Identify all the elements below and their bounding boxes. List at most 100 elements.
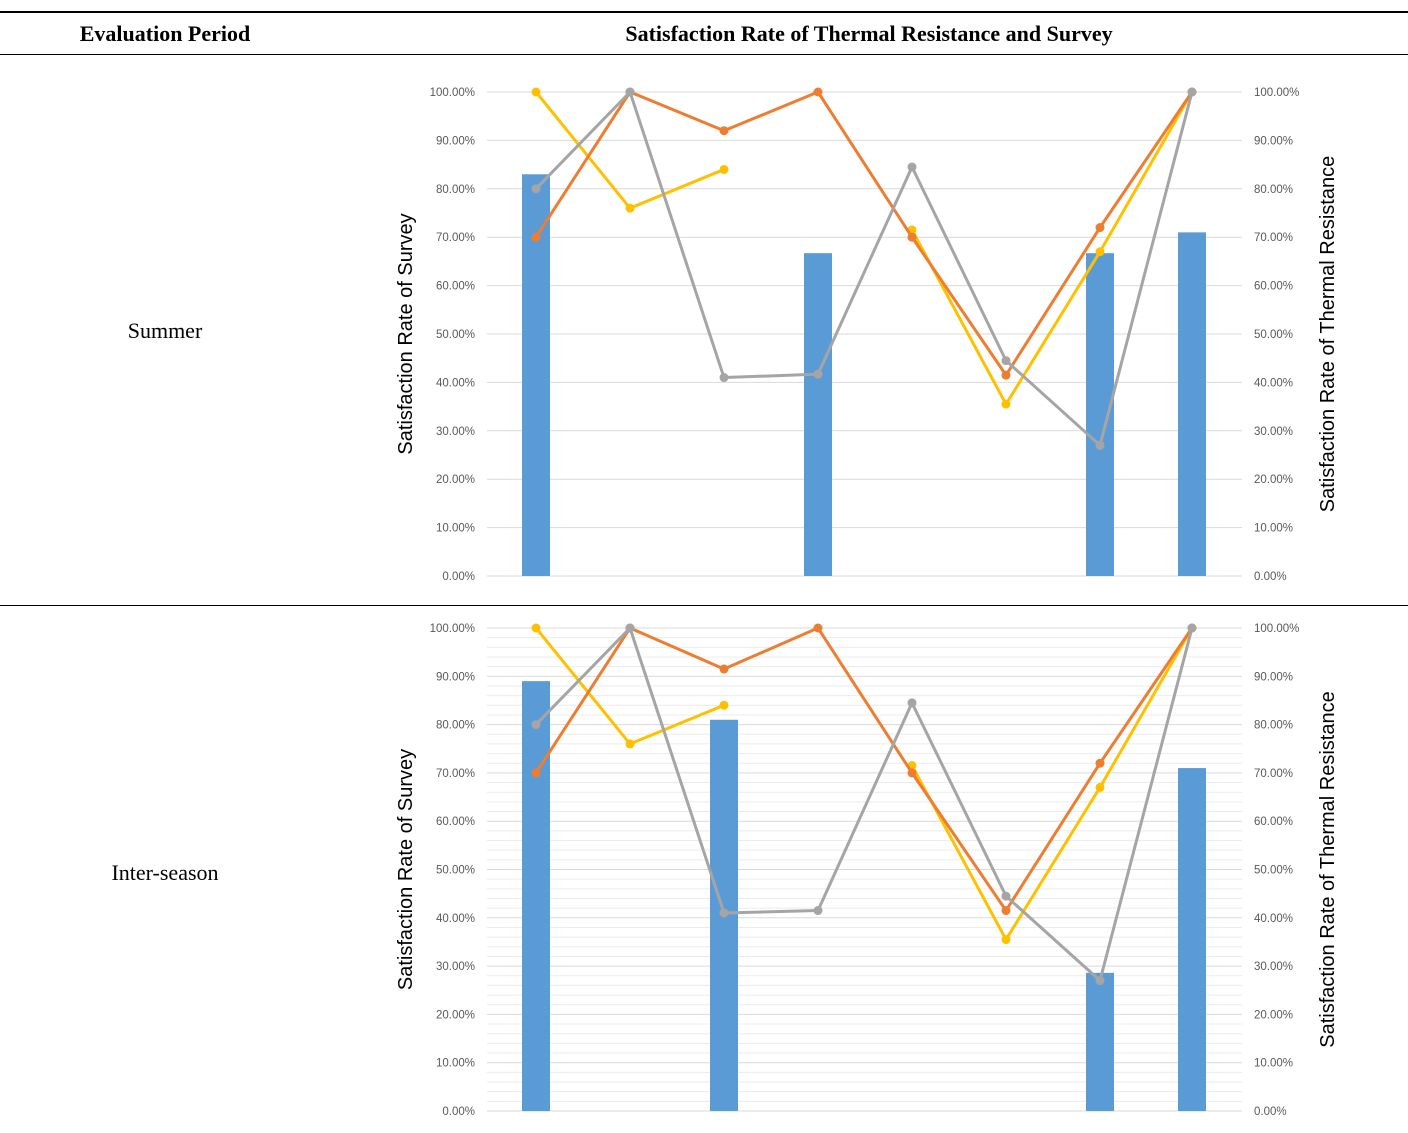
right-tick-label: 10.00% [1254, 523, 1293, 535]
series-point [625, 623, 635, 633]
bar [804, 253, 832, 576]
series-point [907, 768, 917, 778]
series-point [531, 768, 541, 778]
left-tick-label: 60.00% [436, 281, 475, 293]
right-tick-label: 30.00% [1254, 961, 1293, 973]
series-point [531, 232, 541, 242]
left-tick-label: 60.00% [436, 816, 475, 828]
series-point [1095, 247, 1105, 257]
series-point [813, 623, 823, 633]
series-point [813, 87, 823, 97]
right-tick-label: 70.00% [1254, 232, 1293, 244]
right-tick-label: 60.00% [1254, 816, 1293, 828]
inter-season-chart: 0.00% 0.00% 10.00% 10.00% 20.00% 20.00% 30.00%… [395, 623, 1339, 1118]
series-point [531, 87, 541, 97]
left-tick-label: 50.00% [436, 329, 475, 341]
left-tick-label: 40.00% [436, 913, 475, 925]
right-tick-label: 80.00% [1254, 720, 1293, 732]
row-label-inter-season: Inter-season [111, 860, 219, 885]
series-point [719, 164, 729, 174]
series-line [910, 91, 1194, 406]
left-tick-label: 90.00% [436, 671, 475, 683]
header-satisfaction-rate: Satisfaction Rate of Thermal Resistance … [625, 21, 1113, 46]
right-tick-label: 60.00% [1254, 281, 1293, 293]
left-tick-label: 70.00% [436, 768, 475, 780]
series-point [1001, 356, 1011, 366]
row-label-summer: Summer [127, 318, 203, 343]
right-tick-label: 0.00% [1254, 1106, 1287, 1118]
series-point [531, 720, 541, 730]
series-point [1001, 370, 1011, 380]
left-tick-label: 90.00% [436, 135, 475, 147]
right-tick-label: 90.00% [1254, 135, 1293, 147]
series-point [531, 184, 541, 194]
series-point [1001, 935, 1011, 945]
right-tick-label: 90.00% [1254, 671, 1293, 683]
bar [1086, 253, 1114, 576]
left-tick-label: 50.00% [436, 865, 475, 877]
left-tick-label: 0.00% [442, 571, 475, 583]
right-tick-label: 40.00% [1254, 377, 1293, 389]
series-point [813, 369, 823, 379]
left-tick-label: 0.00% [442, 1106, 475, 1118]
series-line [534, 90, 1194, 377]
series-point [719, 700, 729, 710]
table-header-rule [0, 54, 1408, 55]
y-axis-title-left: Satisfaction Rate of Survey [395, 749, 417, 990]
series-point [719, 908, 729, 918]
bar-series [522, 174, 1206, 577]
y-axis-title-left: Satisfaction Rate of Survey [395, 213, 417, 454]
right-tick-label: 20.00% [1254, 1009, 1293, 1021]
bar [1178, 232, 1206, 577]
right-tick-label: 100.00% [1254, 87, 1299, 99]
series-line [534, 91, 725, 210]
left-tick-label: 80.00% [436, 720, 475, 732]
series-point [719, 126, 729, 136]
series-point [1095, 976, 1105, 986]
line-series [531, 87, 1197, 450]
series-point [1187, 87, 1197, 97]
series-point [719, 664, 729, 674]
y-axis-title-right: Satisfaction Rate of Thermal Resistance [1317, 691, 1339, 1047]
series-point [907, 232, 917, 242]
series-point [531, 623, 541, 633]
left-tick-label: 30.00% [436, 426, 475, 438]
series-point [625, 203, 635, 213]
line-series [531, 623, 1197, 945]
right-tick-label: 100.00% [1254, 623, 1299, 635]
right-tick-label: 10.00% [1254, 1058, 1293, 1070]
bar [522, 681, 550, 1111]
left-tick-label: 70.00% [436, 232, 475, 244]
right-tick-label: 40.00% [1254, 913, 1293, 925]
series-point [1001, 891, 1011, 901]
series-point [625, 739, 635, 749]
series-point [1187, 623, 1197, 633]
right-tick-label: 30.00% [1254, 426, 1293, 438]
table-top-rule [0, 11, 1408, 13]
left-tick-label: 10.00% [436, 1058, 475, 1070]
left-tick-label: 30.00% [436, 961, 475, 973]
right-tick-label: 20.00% [1254, 474, 1293, 486]
bar-series [522, 681, 1206, 1111]
series-point [1095, 758, 1105, 768]
series-point [1001, 906, 1011, 916]
series-point [719, 373, 729, 383]
left-tick-label: 20.00% [436, 1009, 475, 1021]
series-point [625, 87, 635, 97]
right-tick-label: 80.00% [1254, 184, 1293, 196]
right-tick-label: 50.00% [1254, 865, 1293, 877]
y-axis-title-right: Satisfaction Rate of Thermal Resistance [1317, 156, 1339, 512]
series-line [534, 626, 1194, 983]
series-line [910, 627, 1194, 942]
series-line [534, 90, 1194, 447]
series-line [534, 626, 1194, 913]
series-point [813, 906, 823, 916]
right-tick-label: 50.00% [1254, 329, 1293, 341]
left-tick-label: 100.00% [430, 87, 475, 99]
bar [1086, 972, 1114, 1111]
right-tick-label: 0.00% [1254, 571, 1287, 583]
left-tick-label: 80.00% [436, 184, 475, 196]
series-point [907, 698, 917, 708]
left-tick-label: 10.00% [436, 523, 475, 535]
summer-chart: 0.00% 0.00% 10.00% 10.00% 20.00% 20.00% 30.00%… [395, 87, 1339, 583]
